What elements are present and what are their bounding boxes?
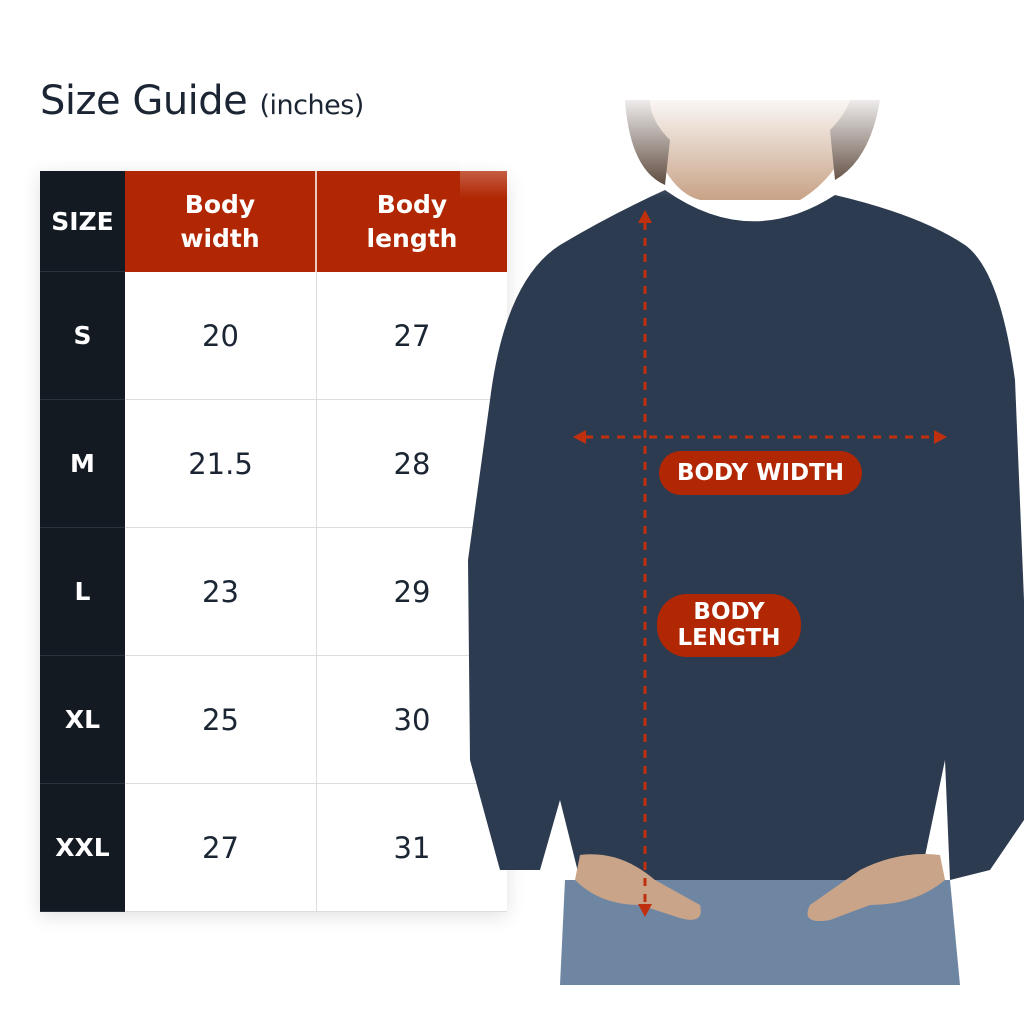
width-cell: 25	[125, 656, 317, 784]
body-width-label: BODY WIDTH	[659, 451, 862, 495]
header-text: Body	[376, 189, 448, 219]
size-cell: S	[40, 272, 125, 400]
width-cell: 21.5	[125, 400, 317, 528]
size-cell: L	[40, 528, 125, 656]
header-text: width	[180, 223, 260, 253]
header-text: Body	[184, 189, 256, 219]
table-row: L 23 29	[40, 528, 507, 656]
width-cell: 27	[125, 784, 317, 912]
header-body-width: Body width	[125, 171, 317, 272]
width-cell: 20	[125, 272, 317, 400]
model-photo	[460, 90, 1024, 990]
size-cell: M	[40, 400, 125, 528]
table-row: M 21.5 28	[40, 400, 507, 528]
arrow-down-icon	[638, 904, 652, 917]
table-row: XXL 27 31	[40, 784, 507, 912]
table-row: XL 25 30	[40, 656, 507, 784]
arrow-left-icon	[573, 430, 586, 444]
label-line: BODY	[693, 599, 765, 625]
title-text: Size Guide	[40, 78, 248, 124]
table-row: S 20 27	[40, 272, 507, 400]
arrow-right-icon	[934, 430, 947, 444]
table-header: SIZE Body width Body length	[40, 171, 507, 272]
page-title: Size Guide (inches)	[40, 78, 364, 124]
size-cell: XXL	[40, 784, 125, 912]
size-table: SIZE Body width Body length S 20 27 M 21.5…	[40, 171, 507, 912]
body-length-label: BODY LENGTH	[657, 594, 801, 657]
label-line: LENGTH	[677, 625, 781, 651]
header-size: SIZE	[40, 171, 125, 272]
unit-label: (inches)	[259, 90, 365, 121]
header-text: length	[366, 223, 458, 253]
size-cell: XL	[40, 656, 125, 784]
width-cell: 23	[125, 528, 317, 656]
arrow-up-icon	[638, 210, 652, 223]
